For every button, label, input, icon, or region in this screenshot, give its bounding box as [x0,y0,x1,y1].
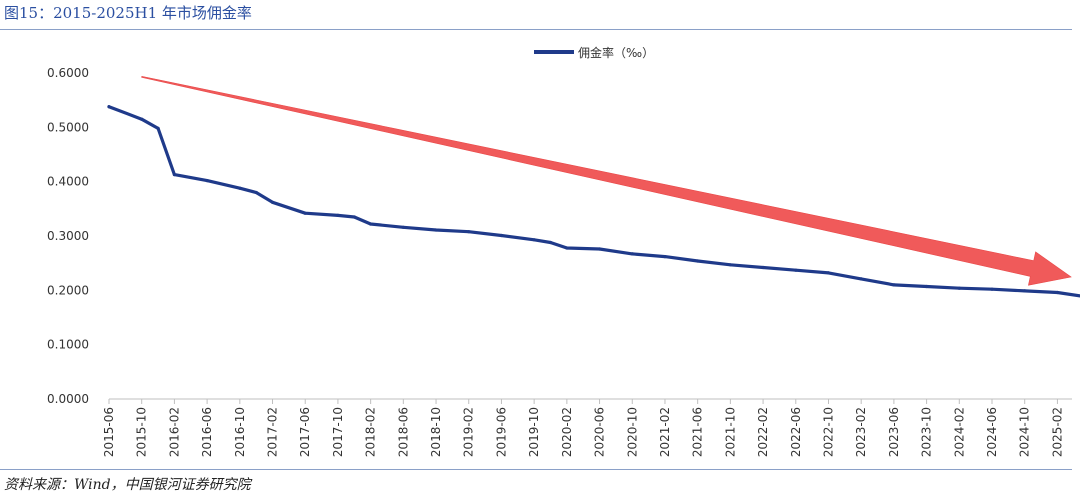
y-tick-label: 0.5000 [47,120,89,134]
legend-label: 佣金率（‰） [578,45,654,60]
y-tick-label: 0.6000 [47,66,89,80]
data-point [696,259,700,263]
data-point [532,238,536,242]
x-tick-label: 2017-02 [266,407,280,457]
data-point [352,215,356,219]
x-tick-label: 2021-02 [658,407,672,457]
x-tick-label: 2020-06 [593,407,607,457]
x-tick-label: 2024-06 [985,407,999,457]
y-tick-label: 0.4000 [47,175,89,189]
data-point [238,186,242,190]
data-point [761,265,765,270]
x-tick-label: 2024-10 [1018,407,1032,457]
x-tick-label: 2024-02 [952,407,966,457]
x-tick-label: 2021-10 [723,407,737,457]
data-point [728,263,733,267]
data-point [205,179,209,183]
x-tick-label: 2016-06 [200,407,214,457]
data-point [663,255,667,259]
data-point [499,233,503,238]
data-point [565,246,569,250]
x-tick-label: 2020-02 [560,407,574,457]
figure-title: 图15：2015-2025H1 年市场佣金率 [4,4,252,22]
data-point [598,247,602,251]
source-note: 资料来源：Wind，中国银河证券研究院 [4,477,251,493]
y-tick-label: 0.1000 [47,338,89,352]
data-point [401,225,405,229]
data-point [336,213,340,217]
x-tick-label: 2019-02 [462,407,476,457]
x-axis: 2015-06 2015-10 2016-02 2016-06 2016-10 2017-… [102,398,1072,457]
data-point [172,173,176,177]
data-point [826,271,831,275]
x-tick-label: 2023-10 [920,407,934,457]
data-point [156,126,160,130]
data-point [957,286,961,290]
x-tick-label: 2015-10 [135,407,149,457]
data-point [270,200,275,204]
data-point [467,230,471,234]
x-tick-label: 2021-06 [691,407,705,457]
x-tick-label: 2022-02 [756,407,770,457]
data-point [434,228,438,232]
data-point [859,277,863,281]
x-tick-label: 2023-02 [854,407,868,457]
y-tick-label: 0.3000 [47,229,89,243]
data-point [892,283,896,287]
x-tick-label: 2023-06 [887,407,901,457]
trend-arrow [141,75,1072,286]
series-commission-rate [107,105,1080,298]
x-tick-label: 2016-10 [233,407,247,457]
x-tick-label: 2018-10 [429,407,443,457]
x-tick-label: 2017-06 [298,407,312,457]
y-axis: 0.0000 0.1000 0.2000 0.3000 0.4000 0.5000 0.60… [47,66,89,406]
x-tick-label: 2017-10 [331,407,345,457]
data-point [254,190,258,195]
data-point [794,268,798,272]
x-tick-label: 2025-02 [1050,407,1064,457]
data-point [369,222,373,226]
x-tick-label: 2019-10 [527,407,541,457]
data-point [303,211,307,215]
series-line [107,105,1080,298]
y-tick-label: 0.2000 [47,283,89,297]
x-tick-label: 2020-10 [625,407,639,457]
data-point [1055,290,1059,295]
x-tick-label: 2022-10 [821,407,835,457]
data-point [925,284,929,289]
data-point [630,252,634,256]
trend-arrow-shape [141,75,1072,286]
x-tick-label: 2018-06 [396,407,410,457]
bottom-rule [0,469,1072,470]
legend: 佣金率（‰） [534,45,654,60]
data-point [548,240,553,245]
y-tick-label: 0.0000 [47,392,89,406]
x-tick-label: 2019-06 [494,407,508,457]
data-point [107,105,111,109]
x-tick-label: 2015-06 [102,407,116,457]
x-tick-label: 2022-06 [789,407,803,457]
data-point [990,287,994,291]
top-rule [0,29,1072,30]
data-point [1023,289,1027,293]
x-tick-label: 2018-02 [364,407,378,457]
data-point [140,117,144,121]
commission-rate-chart: 佣金率（‰） 0.0000 0.1000 0.2000 0.3000 0.4000 0.5… [47,45,1080,457]
x-tick-label: 2016-02 [167,407,181,457]
